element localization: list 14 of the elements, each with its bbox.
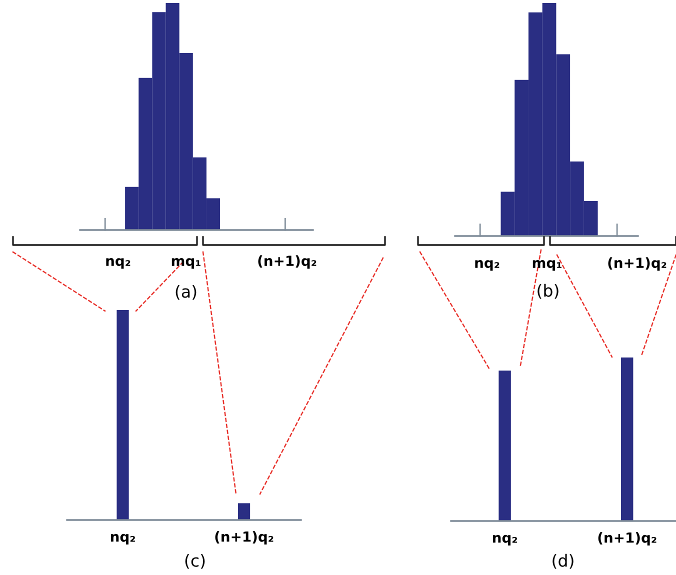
text: (n+1)q₂: [608, 257, 666, 271]
x-tick-label: nq₂: [493, 534, 517, 546]
text: (n+1)q₂: [258, 255, 316, 269]
x-axis-title: (a): [176, 284, 196, 300]
text: nq₂: [106, 258, 130, 269]
x-tick-label: (n+1)q₂: [598, 532, 656, 546]
x-tick-label: (n+1)q₂: [215, 531, 274, 545]
x-axis-title: (c): [185, 554, 205, 569]
x-tick-label: nq₂: [110, 534, 135, 545]
text: mq₁: [172, 258, 200, 269]
x-axis-title: (b): [538, 284, 558, 299]
text: nq₂: [475, 260, 500, 271]
x-axis-title: (d): [552, 554, 574, 569]
text: mq₁: [532, 260, 562, 271]
